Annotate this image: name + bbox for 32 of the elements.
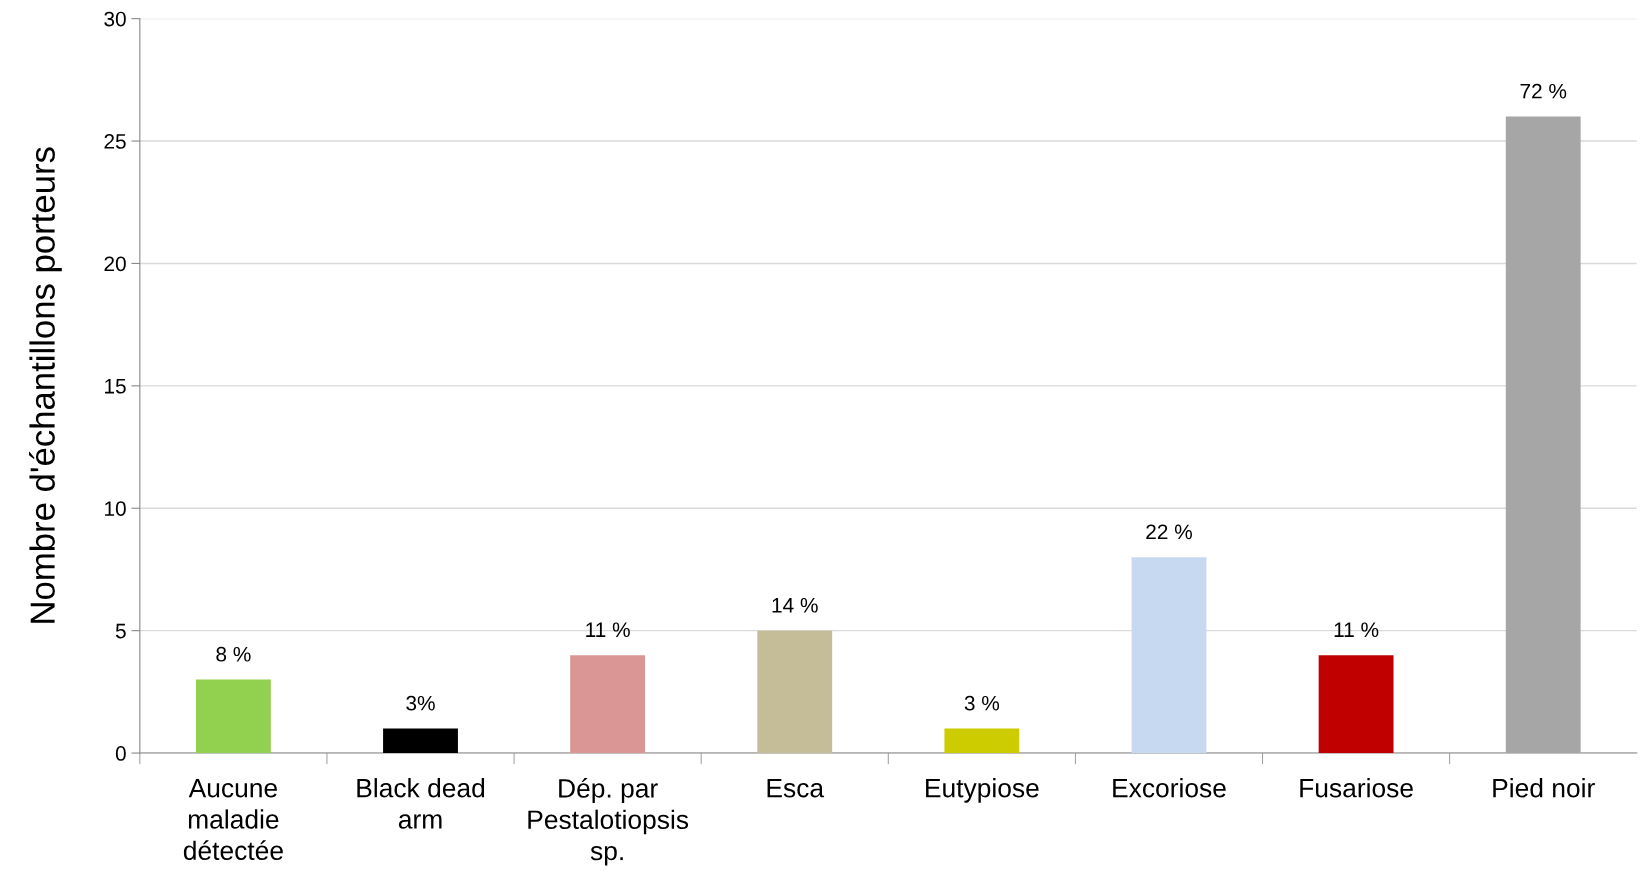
bar: [944, 728, 1020, 754]
y-tick-label: 20: [104, 256, 126, 272]
annotation: 8 %: [216, 646, 251, 662]
x-tick-label: Black dead arm: [357, 778, 485, 829]
y-tick-label: 15: [105, 379, 126, 394]
x-tick-label: Eutypiose: [926, 778, 1039, 803]
x-tick-label: Fusariose: [1300, 778, 1413, 798]
bar: [195, 679, 271, 754]
x-tick-label: Pied noir: [1493, 778, 1595, 798]
annotation: 14 %: [772, 597, 818, 613]
bar: [1318, 655, 1394, 754]
annotation: 11 %: [586, 622, 630, 638]
annotation: 11 %: [1334, 622, 1379, 638]
x-tick-label: Aucune maladie détectée: [183, 779, 283, 861]
bar: [383, 728, 458, 754]
y-tick-label: 25: [104, 134, 126, 149]
y-tick-label: 0: [115, 746, 126, 761]
annotation: 3%: [406, 695, 435, 711]
annotation: 3 %: [964, 695, 1000, 711]
bar: [570, 655, 646, 754]
y-tick-label: 5: [115, 623, 126, 639]
y-tick-label: 30: [104, 11, 126, 27]
y-tick-label: 10: [105, 501, 126, 516]
x-tick-label: Esca: [767, 779, 825, 798]
bar: [1505, 116, 1581, 754]
annotation: 22 %: [1146, 524, 1192, 540]
y-axis-title: Nombre d'échantillons porteurs: [29, 147, 62, 623]
bar: [1131, 557, 1207, 754]
bar: [757, 630, 833, 754]
annotation: 72 %: [1520, 83, 1567, 99]
x-tick-label: Excoriose: [1113, 778, 1226, 798]
x-tick-label: Dép. par Pestalotiopsis sp.: [528, 778, 689, 866]
